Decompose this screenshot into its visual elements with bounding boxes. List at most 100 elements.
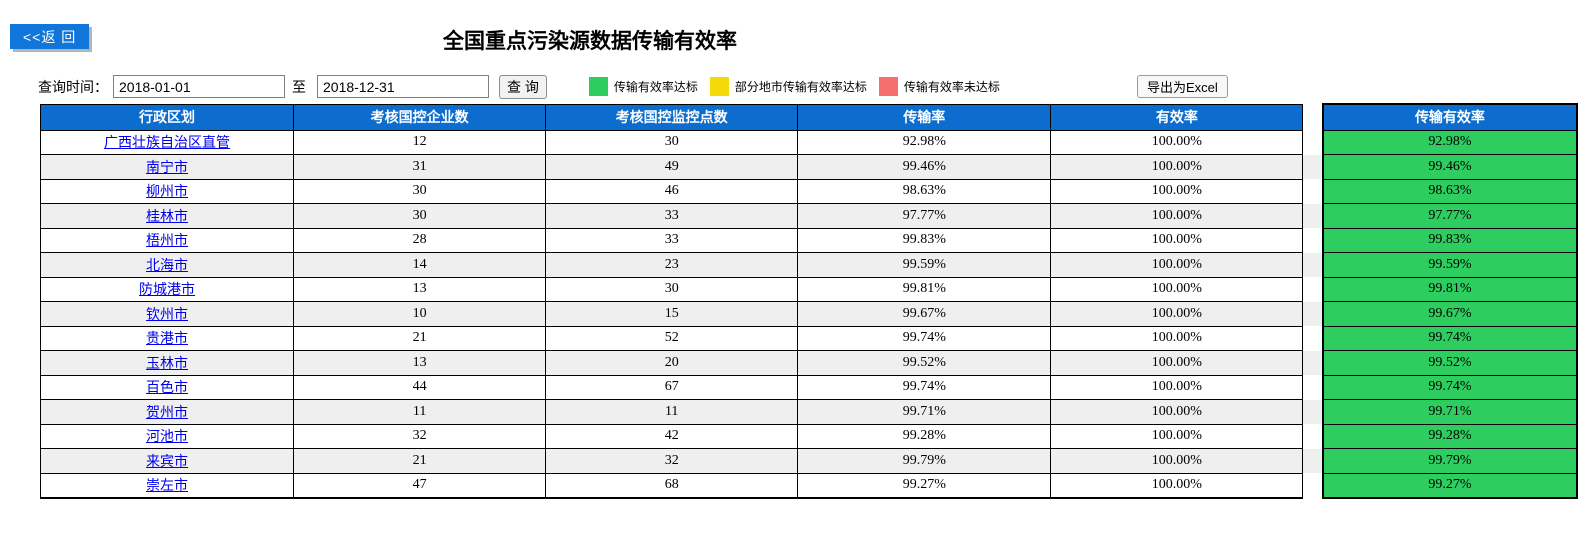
region-link[interactable]: 北海市 xyxy=(146,258,189,274)
region-link[interactable]: 来宾市 xyxy=(146,454,189,470)
query-button[interactable]: 查 询 xyxy=(499,74,547,99)
legend-label: 部分地市传输有效率达标 xyxy=(734,80,867,94)
trans-valid-rate-cell: 99.79% xyxy=(1321,448,1579,474)
table-row: 钦州市 10 15 99.67% 100.00% 99.67% xyxy=(39,301,1579,327)
trans-valid-rate-cell: 99.83% xyxy=(1321,227,1579,253)
col-header-region: 行政区划 xyxy=(39,103,295,131)
region-link[interactable]: 柳州市 xyxy=(146,185,189,201)
region-cell: 崇左市 xyxy=(39,472,295,499)
enterprises-cell: 13 xyxy=(293,276,547,302)
enterprises-cell: 21 xyxy=(293,448,547,474)
enterprises-cell: 32 xyxy=(293,423,547,449)
region-link[interactable]: 梧州市 xyxy=(146,234,189,250)
region-cell: 河池市 xyxy=(39,423,295,449)
spacer-cell xyxy=(1302,154,1323,179)
spacer-cell xyxy=(1302,301,1323,326)
enterprises-cell: 47 xyxy=(293,472,547,499)
spacer-cell xyxy=(1302,203,1323,228)
trans-rate-cell: 99.52% xyxy=(797,350,1052,376)
valid-rate-cell: 100.00% xyxy=(1050,301,1304,327)
table-row: 梧州市 28 33 99.83% 100.00% 99.83% xyxy=(39,227,1579,253)
points-cell: 30 xyxy=(545,276,799,302)
to-label: 至 xyxy=(292,78,306,95)
query-bar: 查询时间： 至 查 询 传输有效率达标 部分地市传输有效率达标 传输有效率未达标 导… xyxy=(38,74,1228,99)
start-date-input[interactable] xyxy=(113,75,285,98)
region-link[interactable]: 防城港市 xyxy=(139,283,196,299)
region-link[interactable]: 玉林市 xyxy=(146,356,189,372)
trans-rate-cell: 99.81% xyxy=(797,276,1052,302)
points-cell: 52 xyxy=(545,325,799,351)
trans-valid-rate-cell: 99.27% xyxy=(1321,472,1579,499)
region-cell: 北海市 xyxy=(39,252,295,278)
col-header-enterprises: 考核国控企业数 xyxy=(293,103,547,131)
region-link[interactable]: 桂林市 xyxy=(146,209,189,225)
legend-label: 传输有效率达标 xyxy=(613,80,698,94)
spacer-cell xyxy=(1302,448,1323,473)
region-cell: 钦州市 xyxy=(39,301,295,327)
region-link[interactable]: 百色市 xyxy=(146,381,189,397)
points-cell: 33 xyxy=(545,203,799,229)
trans-rate-cell: 92.98% xyxy=(797,129,1052,155)
enterprises-cell: 12 xyxy=(293,129,547,155)
region-link[interactable]: 钦州市 xyxy=(146,307,189,323)
points-cell: 23 xyxy=(545,252,799,278)
spacer-cell xyxy=(1302,179,1323,204)
region-link[interactable]: 广西壮族自治区直管 xyxy=(104,136,231,152)
enterprises-cell: 10 xyxy=(293,301,547,327)
points-cell: 32 xyxy=(545,448,799,474)
spacer-cell xyxy=(1302,424,1323,449)
region-link[interactable]: 河池市 xyxy=(146,430,189,446)
trans-valid-rate-cell: 98.63% xyxy=(1321,178,1579,204)
enterprises-cell: 28 xyxy=(293,227,547,253)
end-date-input[interactable] xyxy=(317,75,489,98)
valid-rate-cell: 100.00% xyxy=(1050,276,1304,302)
region-link[interactable]: 贵港市 xyxy=(146,332,189,348)
table-row: 北海市 14 23 99.59% 100.00% 99.59% xyxy=(39,252,1579,278)
region-cell: 来宾市 xyxy=(39,448,295,474)
region-cell: 柳州市 xyxy=(39,178,295,204)
trans-valid-rate-cell: 99.67% xyxy=(1321,301,1579,327)
region-cell: 贵港市 xyxy=(39,325,295,351)
legend: 传输有效率达标 部分地市传输有效率达标 传输有效率未达标 xyxy=(588,77,1012,96)
table-row: 贵港市 21 52 99.74% 100.00% 99.74% xyxy=(39,325,1579,351)
trans-valid-rate-cell: 99.59% xyxy=(1321,252,1579,278)
region-cell: 梧州市 xyxy=(39,227,295,253)
table-body: 广西壮族自治区直管 12 30 92.98% 100.00% 92.98% 南宁… xyxy=(39,129,1579,499)
table-row: 南宁市 31 49 99.46% 100.00% 99.46% xyxy=(39,154,1579,180)
green-legend-swatch xyxy=(588,77,608,96)
trans-rate-cell: 99.83% xyxy=(797,227,1052,253)
valid-rate-cell: 100.00% xyxy=(1050,423,1304,449)
region-link[interactable]: 南宁市 xyxy=(146,160,189,176)
legend-item: 传输有效率达标 xyxy=(588,77,698,96)
points-cell: 30 xyxy=(545,129,799,155)
col-header-points: 考核国控监控点数 xyxy=(545,103,799,131)
spacer-cell xyxy=(1302,399,1323,424)
points-cell: 46 xyxy=(545,178,799,204)
valid-rate-cell: 100.00% xyxy=(1050,129,1304,155)
table-row: 崇左市 47 68 99.27% 100.00% 99.27% xyxy=(39,472,1579,499)
trans-rate-cell: 99.74% xyxy=(797,374,1052,400)
col-header-valid-rate: 有效率 xyxy=(1050,103,1304,131)
trans-valid-rate-cell: 99.74% xyxy=(1321,374,1579,400)
table-row: 百色市 44 67 99.74% 100.00% 99.74% xyxy=(39,374,1579,400)
region-link[interactable]: 贺州市 xyxy=(146,405,189,421)
spacer-cell xyxy=(1302,326,1323,351)
back-button[interactable]: <<返 回 xyxy=(10,24,90,49)
enterprises-cell: 44 xyxy=(293,374,547,400)
valid-rate-cell: 100.00% xyxy=(1050,374,1304,400)
table-row: 柳州市 30 46 98.63% 100.00% 98.63% xyxy=(39,178,1579,204)
export-excel-button[interactable]: 导出为Excel xyxy=(1136,75,1228,98)
valid-rate-cell: 100.00% xyxy=(1050,350,1304,376)
region-cell: 广西壮族自治区直管 xyxy=(39,129,295,155)
trans-valid-rate-cell: 92.98% xyxy=(1321,129,1579,155)
valid-rate-cell: 100.00% xyxy=(1050,154,1304,180)
enterprises-cell: 30 xyxy=(293,203,547,229)
region-link[interactable]: 崇左市 xyxy=(146,479,189,494)
table-row: 贺州市 11 11 99.71% 100.00% 99.71% xyxy=(39,399,1579,425)
table-row: 河池市 32 42 99.28% 100.00% 99.28% xyxy=(39,423,1579,449)
valid-rate-cell: 100.00% xyxy=(1050,448,1304,474)
spacer-cell xyxy=(1302,277,1323,302)
trans-rate-cell: 97.77% xyxy=(797,203,1052,229)
valid-rate-cell: 100.00% xyxy=(1050,472,1304,499)
legend-label: 传输有效率未达标 xyxy=(903,80,1000,94)
